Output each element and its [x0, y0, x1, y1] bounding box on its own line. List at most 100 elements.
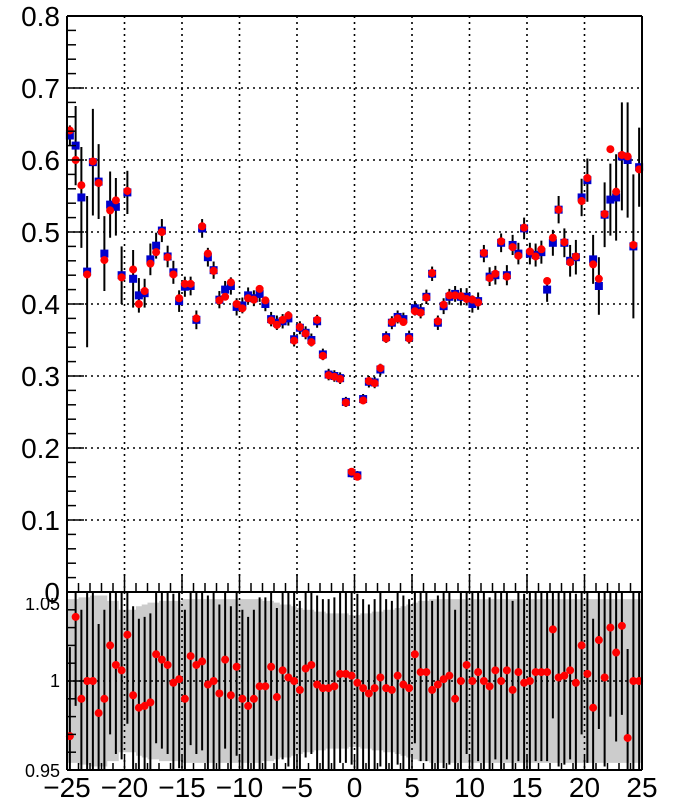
upper-markers — [65, 126, 644, 481]
data-point-circle — [387, 318, 396, 326]
data-point-circle — [301, 329, 310, 338]
data-point-circle — [589, 260, 598, 269]
x-tick-label: −25 — [43, 772, 91, 803]
data-point-circle — [100, 256, 109, 265]
data-point-circle — [497, 237, 506, 246]
ratio-point — [169, 678, 178, 687]
ratio-point — [370, 684, 379, 693]
ratio-y-tick-label: 1 — [50, 671, 60, 691]
ratio-point — [451, 694, 460, 703]
data-point-circle — [393, 314, 402, 323]
ratio-point — [594, 636, 603, 645]
x-tick-label: −15 — [158, 772, 206, 803]
upper-tick-labels: 0 0.1 0.2 0.3 0.4 0.5 0.6 0.7 0.8 — [21, 1, 60, 608]
data-point-circle — [600, 210, 609, 218]
ratio-point — [623, 733, 632, 742]
y-tick-label: 0 — [44, 577, 60, 608]
x-tick-label: −10 — [216, 772, 264, 803]
ratio-point — [387, 685, 396, 694]
data-point-square — [606, 195, 615, 204]
y-tick-label: 0.6 — [21, 145, 60, 176]
data-point-square — [134, 291, 143, 300]
data-point-circle — [215, 296, 224, 305]
ratio-point — [364, 689, 373, 698]
data-point-circle — [353, 472, 362, 481]
ratio-point — [617, 621, 626, 630]
data-point-square — [77, 193, 86, 202]
ratio-point — [612, 648, 621, 657]
data-point-circle — [405, 334, 414, 343]
data-point-circle — [249, 295, 258, 304]
ratio-point — [428, 685, 437, 694]
data-point-circle — [566, 258, 575, 267]
ratio-point — [255, 682, 264, 691]
data-point-circle — [336, 374, 345, 383]
data-point-circle — [152, 248, 161, 257]
x-tick-label: −20 — [101, 772, 149, 803]
ratio-point — [152, 650, 161, 659]
data-point-circle — [232, 300, 241, 308]
ratio-point — [111, 660, 120, 669]
data-point-circle — [347, 467, 356, 476]
data-point-circle — [117, 273, 126, 282]
ratio-point — [543, 668, 552, 677]
ratio-point — [468, 677, 477, 685]
data-point-circle — [83, 270, 92, 279]
data-point-circle — [261, 296, 270, 305]
ratio-point — [336, 669, 345, 678]
data-point-circle — [508, 243, 517, 252]
data-point-circle — [169, 270, 178, 279]
ratio-point — [508, 685, 517, 694]
ratio-point — [123, 630, 132, 639]
ratio-point — [129, 691, 138, 700]
data-point-circle — [198, 222, 207, 231]
data-point-circle — [479, 248, 488, 257]
data-point-circle — [439, 300, 448, 309]
data-point-circle — [111, 196, 120, 205]
ratio-point — [376, 673, 385, 682]
data-point-circle — [433, 317, 442, 326]
data-point-circle — [399, 318, 408, 326]
data-point-circle — [221, 292, 230, 301]
ratio-point — [71, 612, 80, 621]
y-tick-label: 0.8 — [21, 1, 60, 32]
ratio-point — [410, 650, 419, 659]
ratio-point — [462, 660, 471, 669]
ratio-point — [433, 680, 442, 689]
x-tick-label: 20 — [569, 772, 600, 803]
data-point-circle — [341, 398, 350, 407]
data-point-square — [106, 200, 115, 209]
y-tick-label: 0.7 — [21, 73, 60, 104]
ratio-point — [497, 677, 506, 685]
ratio-point — [186, 652, 195, 661]
data-point-circle — [163, 253, 172, 262]
ratio-point — [525, 677, 534, 685]
data-point-circle — [278, 315, 287, 324]
x-tick-label: 15 — [511, 772, 542, 803]
ratio-point — [215, 689, 224, 698]
ratio-point — [577, 641, 586, 650]
data-point-circle — [134, 300, 143, 308]
data-point-circle — [370, 379, 379, 388]
ratio-point — [157, 655, 166, 664]
ratio-point — [249, 694, 258, 703]
y-tick-label: 0.1 — [21, 505, 60, 536]
ratio-panel: 0.95 1 1.05 −25 −20 −15 −10 −5 0 5 10 15 20 25 — [25, 591, 658, 803]
ratio-point — [284, 673, 293, 682]
ratio-point — [445, 671, 454, 680]
data-point-circle — [255, 284, 264, 293]
ratio-y-tick-label: 0.95 — [25, 761, 60, 781]
data-point-square — [65, 131, 74, 140]
data-point-circle — [422, 293, 431, 302]
data-point-circle — [226, 278, 235, 287]
ratio-point — [479, 677, 488, 685]
data-point-square — [612, 193, 621, 202]
x-tick-label: 25 — [626, 772, 657, 803]
data-point-circle — [502, 272, 511, 281]
y-tick-label: 0.5 — [21, 217, 60, 248]
data-point-square — [468, 300, 477, 308]
ratio-point — [163, 660, 172, 669]
ratio-point — [146, 698, 155, 707]
ratio-point — [88, 677, 97, 685]
